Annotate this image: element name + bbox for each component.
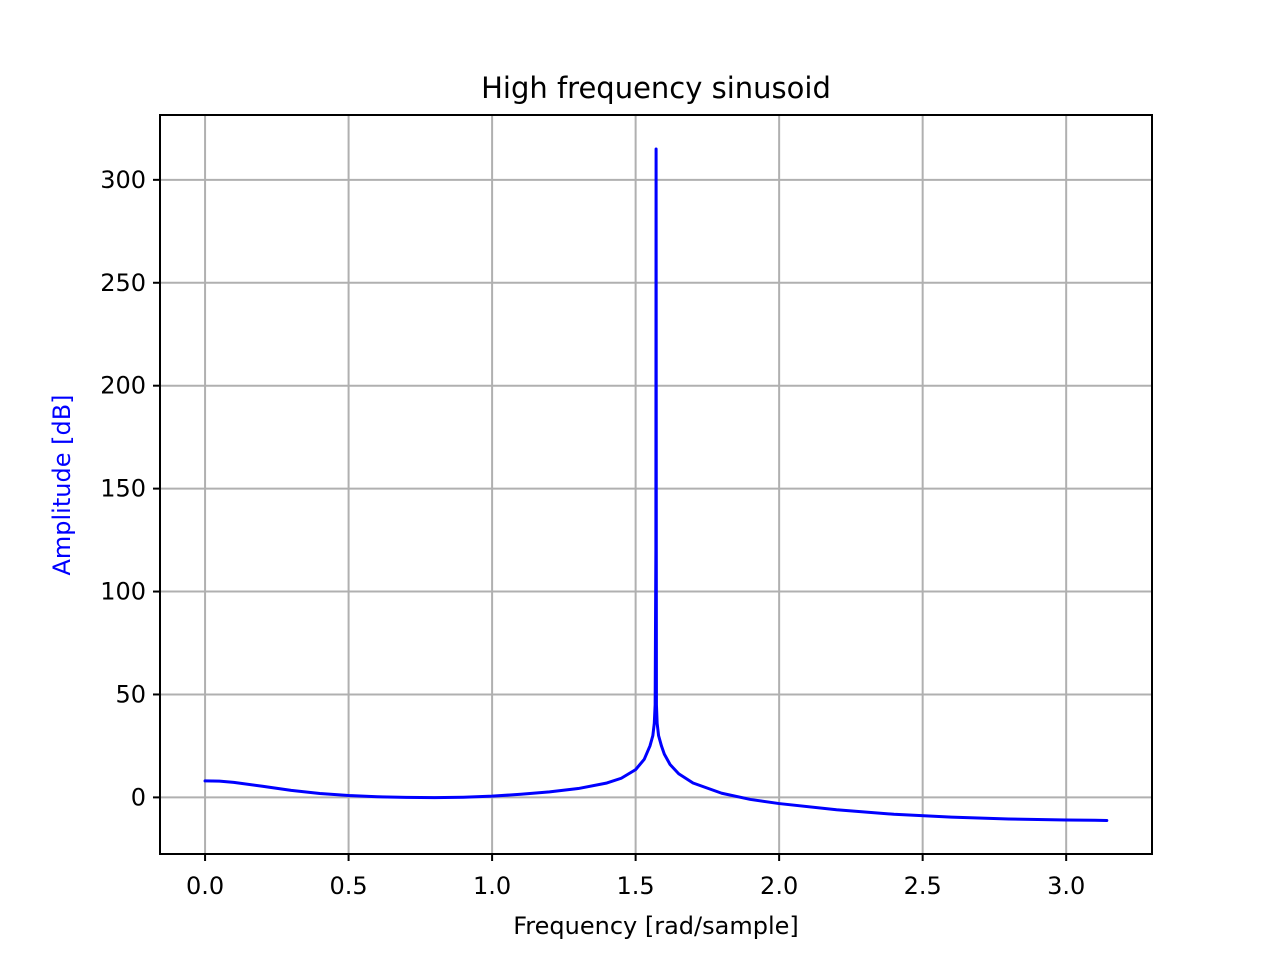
y-tick-label: 250 — [100, 269, 146, 297]
x-tick-label: 1.5 — [617, 872, 655, 900]
x-tick-label: 3.0 — [1047, 872, 1085, 900]
series-lines — [203, 147, 1109, 822]
x-axis-label: Frequency [rad/sample] — [513, 912, 799, 940]
y-tick-label: 200 — [100, 372, 146, 400]
series-line — [203, 147, 1109, 822]
x-tick-label: 1.0 — [473, 872, 511, 900]
y-tick-label: 300 — [100, 166, 146, 194]
x-tick-label: 2.0 — [760, 872, 798, 900]
y-tick-label: 100 — [100, 578, 146, 606]
y-tick-label: 50 — [115, 680, 146, 708]
y-tick-label: 0 — [131, 783, 146, 811]
y-tick-label: 150 — [100, 475, 146, 503]
x-tick-label: 0.0 — [186, 872, 224, 900]
axis-ticks — [153, 178, 1068, 861]
tick-labels: 0.0 0.5 1.0 1.5 2.0 2.5 3.0 0 50 100 150 200 250 300 — [100, 166, 1085, 900]
y-axis-label: Amplitude [dB] — [48, 394, 76, 575]
x-tick-label: 2.5 — [904, 872, 942, 900]
x-tick-label: 0.5 — [329, 872, 367, 900]
chart-title: High frequency sinusoid — [481, 71, 831, 105]
plot-frame — [159, 114, 1153, 855]
